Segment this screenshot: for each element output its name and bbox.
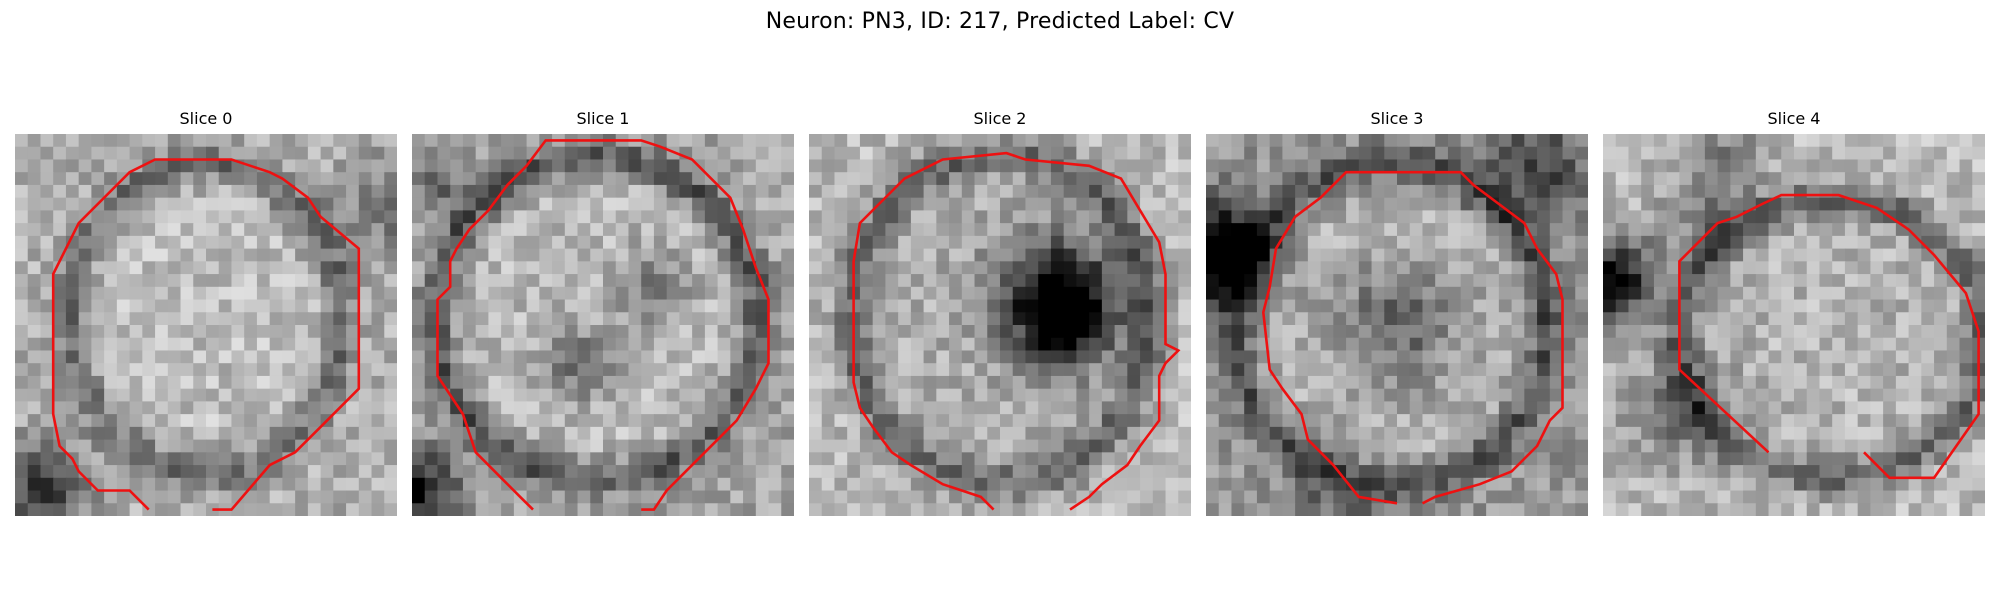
slice-3-contour bbox=[1261, 170, 1564, 505]
slice-1-image bbox=[412, 134, 794, 516]
slice-panel-0: Slice 0 bbox=[15, 108, 397, 518]
slice-1-title: Slice 1 bbox=[576, 109, 630, 128]
slice-4-contour bbox=[1678, 193, 1980, 480]
slice-panel-2: Slice 2 bbox=[809, 108, 1191, 518]
slice-panel-4: Slice 4 bbox=[1603, 108, 1985, 518]
slice-3-title: Slice 3 bbox=[1370, 109, 1424, 128]
slice-0-title: Slice 0 bbox=[179, 109, 233, 128]
slice-0-image bbox=[15, 134, 397, 516]
figure-title: Neuron: PN3, ID: 217, Predicted Label: C… bbox=[765, 9, 1235, 34]
slice-4-title: Slice 4 bbox=[1767, 109, 1821, 128]
slice-4-image bbox=[1603, 134, 1985, 516]
slice-2-title: Slice 2 bbox=[973, 109, 1027, 128]
slice-2-contour bbox=[852, 151, 1181, 511]
slice-panel-3: Slice 3 bbox=[1206, 108, 1588, 518]
slice-2-image bbox=[809, 134, 1191, 516]
slice-0-contour bbox=[51, 158, 361, 511]
slice-3-image bbox=[1206, 134, 1588, 516]
slice-1-contour bbox=[436, 139, 770, 511]
slice-panel-1: Slice 1 bbox=[412, 108, 794, 518]
